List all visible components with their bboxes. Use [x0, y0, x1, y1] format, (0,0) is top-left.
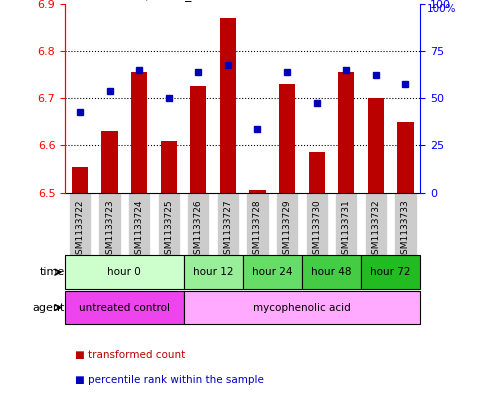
Bar — [249, 190, 266, 193]
Text: ■ percentile rank within the sample: ■ percentile rank within the sample — [75, 375, 264, 385]
Bar — [220, 18, 236, 193]
Text: agent: agent — [33, 303, 65, 312]
Bar — [131, 72, 147, 193]
Bar — [302, 255, 361, 289]
Bar — [161, 141, 177, 193]
Bar — [279, 84, 295, 193]
Bar — [101, 131, 118, 193]
Text: ■ transformed count: ■ transformed count — [75, 350, 185, 360]
Text: 100%: 100% — [427, 4, 457, 14]
Text: untreated control: untreated control — [79, 303, 170, 312]
Bar — [361, 255, 420, 289]
Bar — [184, 255, 242, 289]
Text: hour 48: hour 48 — [311, 267, 352, 277]
Bar — [338, 72, 355, 193]
Bar — [72, 167, 88, 193]
Bar — [65, 255, 184, 289]
Bar — [368, 98, 384, 193]
Text: mycophenolic acid: mycophenolic acid — [253, 303, 351, 312]
Text: hour 24: hour 24 — [252, 267, 293, 277]
Text: hour 12: hour 12 — [193, 267, 233, 277]
Text: GDS5265 / ILMN_1904844: GDS5265 / ILMN_1904844 — [83, 0, 247, 1]
Bar — [184, 291, 420, 324]
Bar — [65, 291, 184, 324]
Bar — [309, 152, 325, 193]
Text: hour 72: hour 72 — [370, 267, 411, 277]
Bar — [242, 255, 302, 289]
Bar — [398, 122, 413, 193]
Text: hour 0: hour 0 — [108, 267, 141, 277]
Bar — [190, 86, 206, 193]
Text: time: time — [40, 267, 65, 277]
